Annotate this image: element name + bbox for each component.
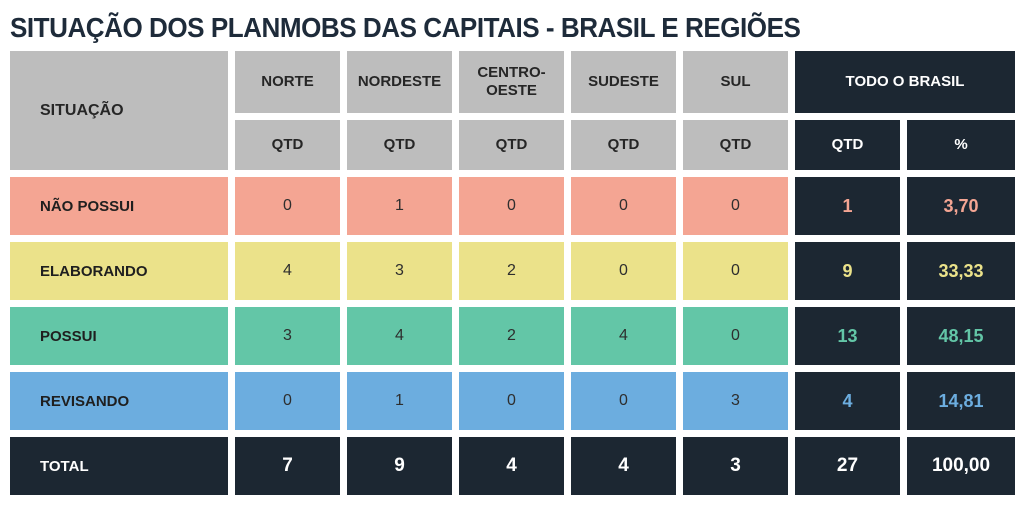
total-value-nordeste: 9 <box>347 437 452 495</box>
subheader-qtd-sudeste: QTD <box>571 120 676 170</box>
column-header-sul: SUL <box>683 51 788 113</box>
table-row: POSSUI 3 4 2 4 0 13 48,15 <box>10 307 1015 365</box>
subheader-pct-brasil: % <box>907 120 1015 170</box>
subheader-qtd-brasil: QTD <box>795 120 900 170</box>
value-cell: 2 <box>459 242 564 300</box>
table-body: NÃO POSSUI 0 1 0 0 0 1 3,70 ELABORANDO 4 3 2 0 0 9 33,3… <box>10 177 1015 430</box>
page-title: SITUAÇÃO DOS PLANMOBS DAS CAPITAIS - BRA… <box>0 0 1019 44</box>
row-label: ELABORANDO <box>10 242 228 300</box>
row-label: POSSUI <box>10 307 228 365</box>
total-brasil-qtd: 27 <box>795 437 900 495</box>
total-value-centro-oeste: 4 <box>459 437 564 495</box>
value-cell: 0 <box>683 177 788 235</box>
brasil-qtd-cell: 4 <box>795 372 900 430</box>
column-header-centro-oeste: CENTRO-OESTE <box>459 51 564 113</box>
table-footer: TOTAL 7 9 4 4 3 27 100,00 <box>10 437 1015 495</box>
table-row: NÃO POSSUI 0 1 0 0 0 1 3,70 <box>10 177 1015 235</box>
column-header-todo-o-brasil: TODO O BRASIL <box>795 51 1015 113</box>
total-value-norte: 7 <box>235 437 340 495</box>
table-header: SITUAÇÃO NORTE NORDESTE CENTRO-OESTE SUD… <box>10 51 1015 170</box>
value-cell: 0 <box>459 372 564 430</box>
row-label: REVISANDO <box>10 372 228 430</box>
value-cell: 0 <box>683 242 788 300</box>
value-cell: 0 <box>571 177 676 235</box>
value-cell: 4 <box>235 242 340 300</box>
total-row: TOTAL 7 9 4 4 3 27 100,00 <box>10 437 1015 495</box>
table-row: REVISANDO 0 1 0 0 3 4 14,81 <box>10 372 1015 430</box>
value-cell: 2 <box>459 307 564 365</box>
value-cell: 3 <box>235 307 340 365</box>
subheader-qtd-norte: QTD <box>235 120 340 170</box>
table-row: ELABORANDO 4 3 2 0 0 9 33,33 <box>10 242 1015 300</box>
value-cell: 4 <box>347 307 452 365</box>
value-cell: 1 <box>347 372 452 430</box>
value-cell: 0 <box>571 242 676 300</box>
brasil-pct-cell: 3,70 <box>907 177 1015 235</box>
total-brasil-pct: 100,00 <box>907 437 1015 495</box>
column-header-norte: NORTE <box>235 51 340 113</box>
value-cell: 0 <box>459 177 564 235</box>
row-label: NÃO POSSUI <box>10 177 228 235</box>
total-value-sudeste: 4 <box>571 437 676 495</box>
value-cell: 1 <box>347 177 452 235</box>
total-row-label: TOTAL <box>10 437 228 495</box>
brasil-qtd-cell: 1 <box>795 177 900 235</box>
planmob-status-table: SITUAÇÃO NORTE NORDESTE CENTRO-OESTE SUD… <box>3 44 1019 502</box>
value-cell: 3 <box>683 372 788 430</box>
total-value-sul: 3 <box>683 437 788 495</box>
column-header-sudeste: SUDESTE <box>571 51 676 113</box>
column-header-nordeste: NORDESTE <box>347 51 452 113</box>
brasil-pct-cell: 14,81 <box>907 372 1015 430</box>
value-cell: 3 <box>347 242 452 300</box>
subheader-qtd-centro-oeste: QTD <box>459 120 564 170</box>
value-cell: 4 <box>571 307 676 365</box>
brasil-pct-cell: 33,33 <box>907 242 1015 300</box>
value-cell: 0 <box>235 372 340 430</box>
subheader-qtd-sul: QTD <box>683 120 788 170</box>
brasil-pct-cell: 48,15 <box>907 307 1015 365</box>
page-title-text: SITUAÇÃO DOS PLANMOBS DAS CAPITAIS - BRA… <box>10 12 801 43</box>
brasil-qtd-cell: 9 <box>795 242 900 300</box>
value-cell: 0 <box>235 177 340 235</box>
value-cell: 0 <box>571 372 676 430</box>
column-header-situacao: SITUAÇÃO <box>10 51 228 170</box>
brasil-qtd-cell: 13 <box>795 307 900 365</box>
subheader-qtd-nordeste: QTD <box>347 120 452 170</box>
value-cell: 0 <box>683 307 788 365</box>
